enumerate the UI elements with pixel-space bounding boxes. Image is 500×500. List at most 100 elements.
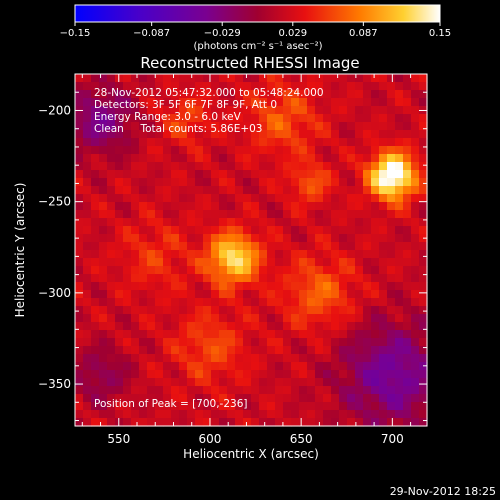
heatmap-cell bbox=[339, 354, 348, 363]
heatmap-cell bbox=[411, 346, 420, 355]
heatmap-cell bbox=[179, 186, 188, 195]
heatmap-cell bbox=[75, 274, 84, 283]
heatmap-cell bbox=[387, 410, 396, 419]
heatmap-cell bbox=[171, 346, 180, 355]
heatmap-cell bbox=[251, 282, 260, 291]
heatmap-cell bbox=[411, 298, 420, 307]
heatmap-cell bbox=[387, 394, 396, 403]
heatmap-cell bbox=[339, 250, 348, 259]
heatmap-cell bbox=[243, 290, 252, 299]
heatmap-cell bbox=[203, 266, 212, 275]
heatmap-cell bbox=[211, 314, 220, 323]
heatmap-cell bbox=[107, 258, 116, 267]
heatmap-cell bbox=[379, 362, 388, 371]
heatmap-cell bbox=[211, 82, 220, 91]
heatmap-cell bbox=[363, 402, 372, 411]
heatmap-cell bbox=[147, 130, 156, 139]
heatmap-cell bbox=[235, 178, 244, 187]
heatmap-cell bbox=[411, 170, 420, 179]
heatmap-cell bbox=[355, 114, 364, 123]
heatmap-cell bbox=[139, 282, 148, 291]
heatmap-cell bbox=[363, 258, 372, 267]
heatmap-cell bbox=[155, 122, 164, 131]
heatmap-cell bbox=[211, 130, 220, 139]
heatmap-cell bbox=[403, 378, 412, 387]
heatmap-cell bbox=[171, 234, 180, 243]
heatmap-cell bbox=[283, 370, 292, 379]
heatmap-cell bbox=[123, 282, 132, 291]
heatmap-cell bbox=[411, 82, 420, 91]
heatmap-cell bbox=[75, 298, 84, 307]
heatmap-cell bbox=[243, 258, 252, 267]
heatmap-cell bbox=[243, 178, 252, 187]
heatmap-cell bbox=[355, 346, 364, 355]
heatmap-cell bbox=[155, 186, 164, 195]
heatmap-cell bbox=[115, 138, 124, 147]
heatmap-cell bbox=[315, 250, 324, 259]
heatmap-cell bbox=[243, 274, 252, 283]
heatmap-cell bbox=[395, 338, 404, 347]
heatmap-cell bbox=[267, 146, 276, 155]
heatmap-cell bbox=[99, 218, 108, 227]
heatmap-cell bbox=[179, 298, 188, 307]
heatmap-cell bbox=[227, 290, 236, 299]
footer-date: 29-Nov-2012 18:25 bbox=[390, 485, 496, 498]
heatmap-cell bbox=[283, 138, 292, 147]
heatmap-cell bbox=[195, 146, 204, 155]
heatmap-cell bbox=[83, 90, 92, 99]
heatmap-cell bbox=[419, 218, 428, 227]
heatmap-cell bbox=[147, 82, 156, 91]
heatmap-cell bbox=[355, 394, 364, 403]
heatmap-cell bbox=[155, 330, 164, 339]
heatmap-cell bbox=[315, 290, 324, 299]
heatmap-cell bbox=[235, 138, 244, 147]
heatmap-cell bbox=[75, 122, 84, 131]
heatmap-cell bbox=[331, 258, 340, 267]
heatmap-cell bbox=[379, 402, 388, 411]
heatmap-cell bbox=[99, 250, 108, 259]
heatmap-cell bbox=[291, 410, 300, 419]
heatmap-cell bbox=[355, 306, 364, 315]
heatmap-cell bbox=[379, 218, 388, 227]
heatmap-cell bbox=[387, 274, 396, 283]
heatmap-cell bbox=[203, 162, 212, 171]
heatmap-cell bbox=[307, 90, 316, 99]
heatmap-cell bbox=[179, 90, 188, 99]
heatmap-cell bbox=[179, 378, 188, 387]
heatmap-cell bbox=[219, 258, 228, 267]
heatmap-cell bbox=[339, 154, 348, 163]
heatmap-cell bbox=[291, 122, 300, 131]
heatmap-cell bbox=[379, 258, 388, 267]
heatmap-cell bbox=[403, 122, 412, 131]
heatmap-cell bbox=[131, 290, 140, 299]
heatmap-cell bbox=[403, 226, 412, 235]
heatmap-cell bbox=[115, 362, 124, 371]
heatmap-cell bbox=[315, 122, 324, 131]
chart-title: Reconstructed RHESSI Image bbox=[140, 54, 359, 72]
heatmap-cell bbox=[387, 346, 396, 355]
heatmap-cell bbox=[155, 90, 164, 99]
heatmap-cell bbox=[283, 250, 292, 259]
heatmap-cell bbox=[275, 370, 284, 379]
heatmap-cell bbox=[379, 346, 388, 355]
heatmap-cell bbox=[115, 178, 124, 187]
heatmap-cell bbox=[211, 202, 220, 211]
heatmap-cell bbox=[419, 250, 428, 259]
heatmap-cell bbox=[283, 194, 292, 203]
heatmap-cell bbox=[187, 338, 196, 347]
heatmap-cell bbox=[379, 154, 388, 163]
heatmap-cell bbox=[419, 394, 428, 403]
heatmap-cell bbox=[379, 282, 388, 291]
x-tick-label: 650 bbox=[290, 432, 313, 446]
heatmap-cell bbox=[339, 98, 348, 107]
heatmap-cell bbox=[91, 122, 100, 131]
heatmap-cell bbox=[307, 258, 316, 267]
heatmap-cell bbox=[99, 410, 108, 419]
heatmap-cell bbox=[403, 266, 412, 275]
heatmap-cell bbox=[211, 298, 220, 307]
heatmap-cell bbox=[243, 170, 252, 179]
heatmap-cell bbox=[203, 346, 212, 355]
heatmap-cell bbox=[395, 402, 404, 411]
heatmap-cell bbox=[243, 266, 252, 275]
heatmap-cell bbox=[115, 290, 124, 299]
